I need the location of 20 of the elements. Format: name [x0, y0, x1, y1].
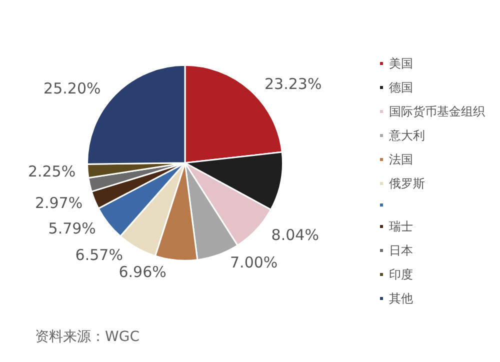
legend-label: 国际货币基金组织: [389, 104, 485, 118]
data-label: 5.79%: [48, 219, 96, 238]
data-label: 6.96%: [118, 262, 166, 281]
data-label: 7.00%: [230, 253, 278, 272]
data-label: 2.25%: [28, 162, 76, 181]
data-label: 2.97%: [34, 194, 83, 212]
data-label: 23.23%: [264, 75, 322, 94]
data-label: 25.20%: [44, 80, 101, 98]
legend-label: 法国: [389, 152, 413, 166]
legend-label: 意大利: [388, 128, 425, 142]
legend-label: 日本: [389, 244, 413, 258]
legend-label: 瑞士: [389, 220, 413, 234]
legend-label: 印度: [389, 268, 413, 282]
legend-label: 美国: [389, 56, 413, 70]
data-label: 8.04%: [271, 226, 319, 244]
legend-label: 德国: [389, 80, 413, 94]
data-label: 6.57%: [75, 246, 123, 264]
text: 资料来源：WGC: [35, 329, 140, 345]
legend-label: 俄罗斯: [389, 176, 425, 190]
legend-label: 其他: [389, 292, 413, 306]
